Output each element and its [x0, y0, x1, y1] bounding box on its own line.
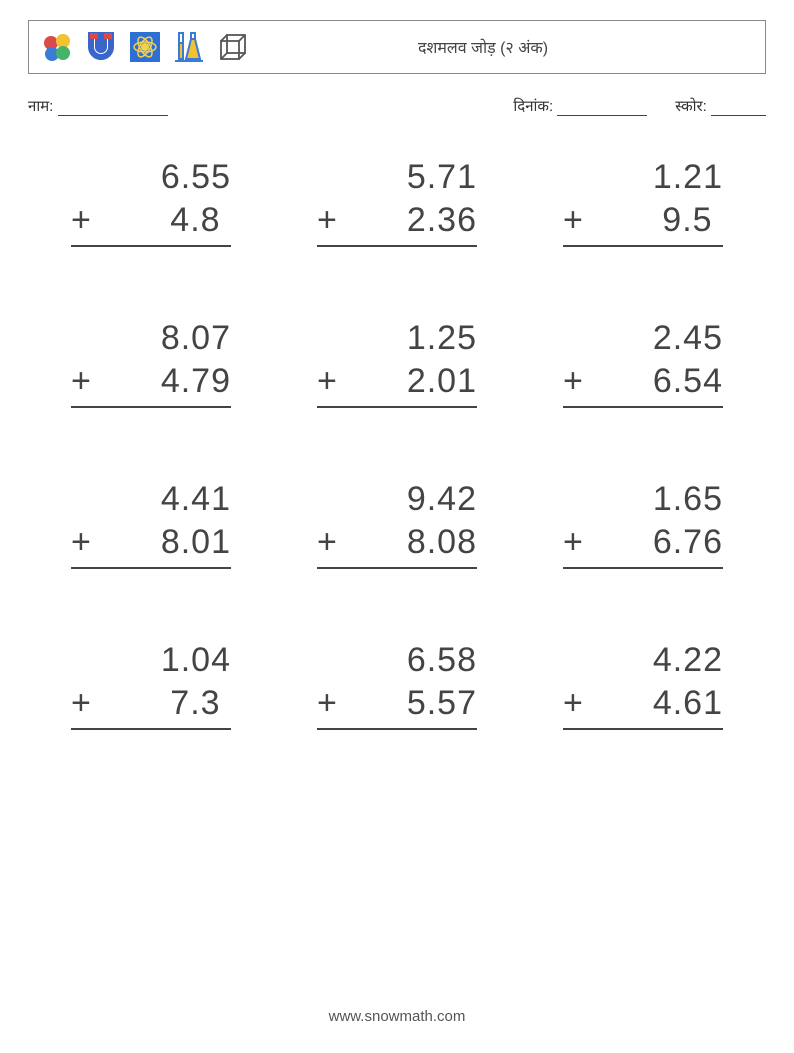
atom-grid-icon [127, 29, 163, 65]
name-field: नाम: [28, 96, 168, 116]
addend-bottom: +6.76 [563, 521, 723, 564]
addend-bottom: +2.01 [317, 360, 477, 403]
addend-top: 4.41 [71, 478, 231, 521]
addend-top: 1.25 [317, 317, 477, 360]
addend-top: 6.58 [317, 639, 477, 682]
header-box: दशमलव जोड़ (२ अंक) [28, 20, 766, 74]
addend-bottom: +8.08 [317, 521, 477, 564]
problem: 4.41+8.01 [71, 478, 231, 569]
addend-bottom: +9.5 [563, 199, 723, 242]
sum-rule [563, 245, 723, 247]
atoms-icon [39, 29, 75, 65]
name-label: नाम: [28, 98, 53, 115]
date-blank[interactable] [557, 100, 647, 116]
sum-rule [317, 728, 477, 730]
meta-row: नाम: दिनांक: स्कोर: [28, 96, 766, 116]
magnet-icon [83, 29, 119, 65]
footer-url: www.snowmath.com [0, 1008, 794, 1025]
addend-top: 6.55 [71, 156, 231, 199]
score-label: स्कोर: [675, 98, 707, 115]
problem: 8.07+4.79 [71, 317, 231, 408]
addend-bottom: +6.54 [563, 360, 723, 403]
sum-rule [563, 567, 723, 569]
problems-grid: 6.55+4.8 5.71+2.36 1.21+9.5 8.07+4.79 1.… [28, 156, 766, 730]
problem: 6.58+5.57 [317, 639, 477, 730]
sum-rule [317, 567, 477, 569]
cube-icon [215, 29, 251, 65]
addend-top: 1.65 [563, 478, 723, 521]
problem: 1.25+2.01 [317, 317, 477, 408]
sum-rule [563, 406, 723, 408]
date-label: दिनांक: [513, 98, 553, 115]
worksheet-title: दशमलव जोड़ (२ अंक) [251, 36, 755, 58]
addend-top: 1.04 [71, 639, 231, 682]
addend-bottom: +4.61 [563, 682, 723, 725]
problem: 1.65+6.76 [563, 478, 723, 569]
problem: 2.45+6.54 [563, 317, 723, 408]
sum-rule [71, 567, 231, 569]
sum-rule [563, 728, 723, 730]
addend-top: 8.07 [71, 317, 231, 360]
addend-bottom: +5.57 [317, 682, 477, 725]
addend-top: 2.45 [563, 317, 723, 360]
addend-bottom: +2.36 [317, 199, 477, 242]
problem: 5.71+2.36 [317, 156, 477, 247]
score-field: स्कोर: [675, 96, 766, 116]
header-icons [39, 29, 251, 65]
sum-rule [71, 245, 231, 247]
name-blank[interactable] [58, 100, 168, 116]
addend-top: 9.42 [317, 478, 477, 521]
sum-rule [317, 406, 477, 408]
sum-rule [317, 245, 477, 247]
sum-rule [71, 406, 231, 408]
score-blank[interactable] [711, 100, 766, 116]
sum-rule [71, 728, 231, 730]
problem: 6.55+4.8 [71, 156, 231, 247]
addend-bottom: +4.79 [71, 360, 231, 403]
addend-bottom: +4.8 [71, 199, 231, 242]
problem: 9.42+8.08 [317, 478, 477, 569]
addend-top: 1.21 [563, 156, 723, 199]
addend-top: 4.22 [563, 639, 723, 682]
addend-bottom: +7.3 [71, 682, 231, 725]
date-field: दिनांक: [513, 96, 647, 116]
problem: 1.21+9.5 [563, 156, 723, 247]
flask-icon [171, 29, 207, 65]
addend-bottom: +8.01 [71, 521, 231, 564]
addend-top: 5.71 [317, 156, 477, 199]
problem: 4.22+4.61 [563, 639, 723, 730]
problem: 1.04+7.3 [71, 639, 231, 730]
